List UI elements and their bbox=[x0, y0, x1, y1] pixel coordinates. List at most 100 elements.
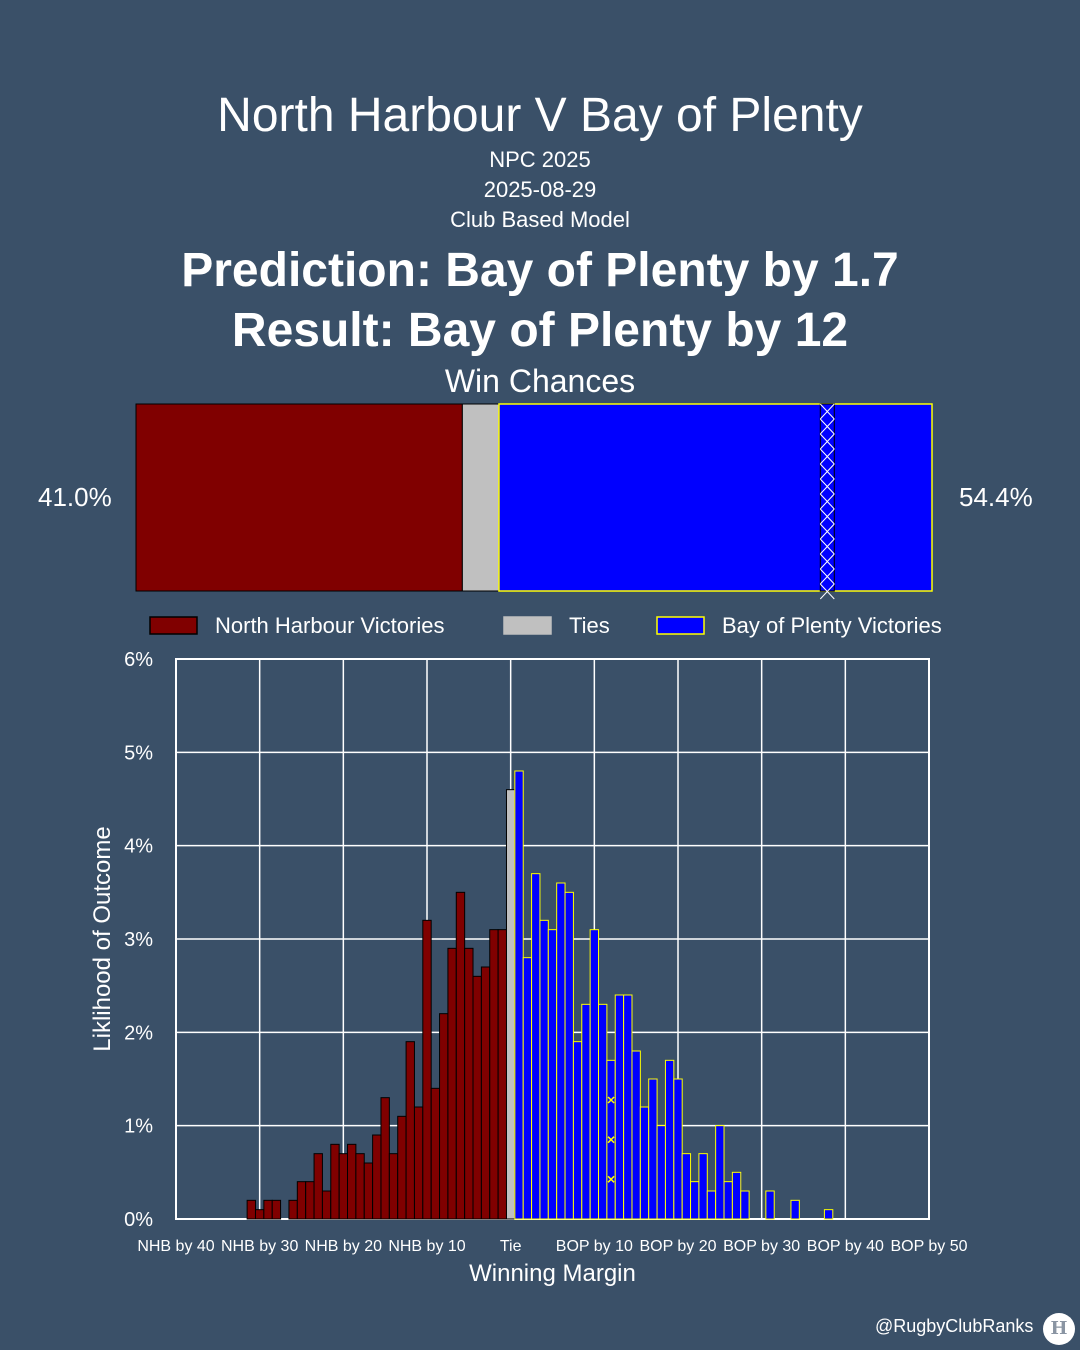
away-bar bbox=[539, 919, 549, 1220]
away-bar bbox=[589, 929, 600, 1220]
x-axis-label: Winning Margin bbox=[469, 1260, 636, 1287]
result-hatch-mark bbox=[819, 403, 835, 420]
home-bar bbox=[422, 919, 432, 1220]
away-bar bbox=[514, 770, 524, 1220]
away-bar bbox=[740, 1190, 750, 1220]
result-marker-x bbox=[607, 1096, 615, 1104]
away-bar bbox=[690, 1181, 700, 1220]
x-tick-label: BOP by 20 bbox=[639, 1238, 716, 1255]
away-win-percent: 54.4% bbox=[959, 482, 1033, 512]
y-axis-label: Liklihood of Outcome bbox=[89, 826, 116, 1051]
legend-label: North Harbour Victories bbox=[215, 613, 444, 638]
home-bar bbox=[363, 1162, 374, 1220]
home-win-percent: 41.0% bbox=[38, 482, 112, 512]
legend-swatch bbox=[656, 616, 705, 635]
home-bar bbox=[321, 1190, 332, 1220]
away-bar bbox=[522, 957, 533, 1220]
away-bar bbox=[681, 1153, 692, 1220]
home-bar bbox=[296, 1181, 307, 1220]
legend-label: Bay of Plenty Victories bbox=[722, 613, 942, 638]
x-tick-label: BOP by 40 bbox=[807, 1238, 884, 1255]
home-bar bbox=[430, 1087, 441, 1220]
win-chances-title: Win Chances bbox=[444, 363, 636, 399]
result-text: Result: Bay of Plenty by 12 bbox=[231, 304, 849, 357]
result-hatch-mark bbox=[819, 508, 835, 525]
away-bar bbox=[823, 1209, 834, 1220]
home-bar bbox=[330, 1143, 340, 1220]
home-bar bbox=[263, 1199, 273, 1220]
away-bar bbox=[531, 873, 541, 1220]
away-bar bbox=[581, 1003, 591, 1220]
result-hatch-mark bbox=[819, 583, 835, 600]
home-bar bbox=[464, 947, 474, 1220]
tie-bar-hist bbox=[505, 789, 516, 1220]
home-bar bbox=[338, 1153, 349, 1220]
x-tick-label: Tie bbox=[500, 1238, 522, 1255]
home-bar bbox=[489, 929, 499, 1220]
home-bar bbox=[497, 929, 507, 1220]
home-bar bbox=[380, 1097, 390, 1220]
legend-label: Ties bbox=[569, 613, 610, 638]
result-hatch-mark bbox=[819, 463, 835, 480]
x-tick-label: BOP by 50 bbox=[890, 1238, 967, 1255]
home-bar bbox=[455, 891, 466, 1220]
away-bar bbox=[673, 1078, 683, 1220]
x-tick-label: BOP by 30 bbox=[723, 1238, 800, 1255]
match-date: 2025-08-29 bbox=[483, 177, 597, 202]
result-hatch-mark bbox=[819, 568, 835, 585]
y-tick-label: 2% bbox=[124, 1022, 153, 1044]
x-tick-label: NHB by 10 bbox=[388, 1238, 465, 1255]
away-bar bbox=[790, 1199, 800, 1220]
away-bar bbox=[731, 1171, 742, 1220]
home-bar bbox=[271, 1199, 282, 1220]
x-tick-label: BOP by 10 bbox=[556, 1238, 633, 1255]
home-bar bbox=[413, 1106, 424, 1220]
home-bar bbox=[405, 1041, 415, 1220]
home-bar bbox=[447, 947, 457, 1220]
away-bar bbox=[723, 1181, 733, 1220]
result-hatch-mark bbox=[819, 523, 835, 540]
result-hatch-mark bbox=[819, 493, 835, 510]
tie-bar bbox=[461, 403, 500, 592]
y-tick-label: 6% bbox=[124, 649, 153, 671]
home-bar bbox=[313, 1153, 323, 1220]
home-bar bbox=[355, 1153, 365, 1220]
away-bar bbox=[614, 994, 625, 1220]
home-bar bbox=[439, 1013, 449, 1220]
away-bar bbox=[623, 994, 633, 1220]
x-tick-label: NHB by 40 bbox=[137, 1238, 214, 1255]
away-bar bbox=[648, 1078, 658, 1220]
result-hatch-mark bbox=[819, 478, 835, 495]
legend-swatch bbox=[503, 616, 552, 635]
away-bar bbox=[656, 1125, 666, 1220]
away-bar bbox=[664, 1059, 675, 1220]
away-bar bbox=[631, 1050, 641, 1220]
home-bar bbox=[305, 1181, 315, 1220]
home-bar bbox=[288, 1199, 298, 1220]
model-label: Club Based Model bbox=[450, 207, 630, 232]
result-hatch-mark bbox=[819, 448, 835, 465]
away-bar bbox=[556, 882, 566, 1220]
away-bar bbox=[639, 1106, 650, 1220]
y-tick-label: 0% bbox=[124, 1209, 153, 1231]
result-hatch-mark bbox=[819, 553, 835, 570]
away-bar bbox=[706, 1190, 717, 1220]
result-hatch-mark bbox=[819, 418, 835, 435]
home-bar bbox=[246, 1199, 256, 1220]
home-bar bbox=[480, 966, 491, 1220]
prediction-text: Prediction: Bay of Plenty by 1.7 bbox=[181, 244, 899, 297]
away-bar bbox=[698, 1153, 708, 1220]
twitter-handle: @RugbyClubRanks bbox=[875, 1316, 1034, 1336]
legend-swatch bbox=[149, 616, 198, 635]
y-tick-label: 3% bbox=[124, 929, 153, 951]
away-bar bbox=[547, 929, 558, 1220]
result-hatch-mark bbox=[819, 433, 835, 450]
away-bar bbox=[765, 1190, 775, 1220]
x-tick-label: NHB by 20 bbox=[305, 1238, 382, 1255]
page-title: North Harbour V Bay of Plenty bbox=[217, 89, 863, 142]
away-bar bbox=[598, 1003, 608, 1220]
home-bar bbox=[254, 1209, 265, 1220]
away-bar bbox=[564, 891, 574, 1220]
away-bar bbox=[715, 1125, 725, 1220]
